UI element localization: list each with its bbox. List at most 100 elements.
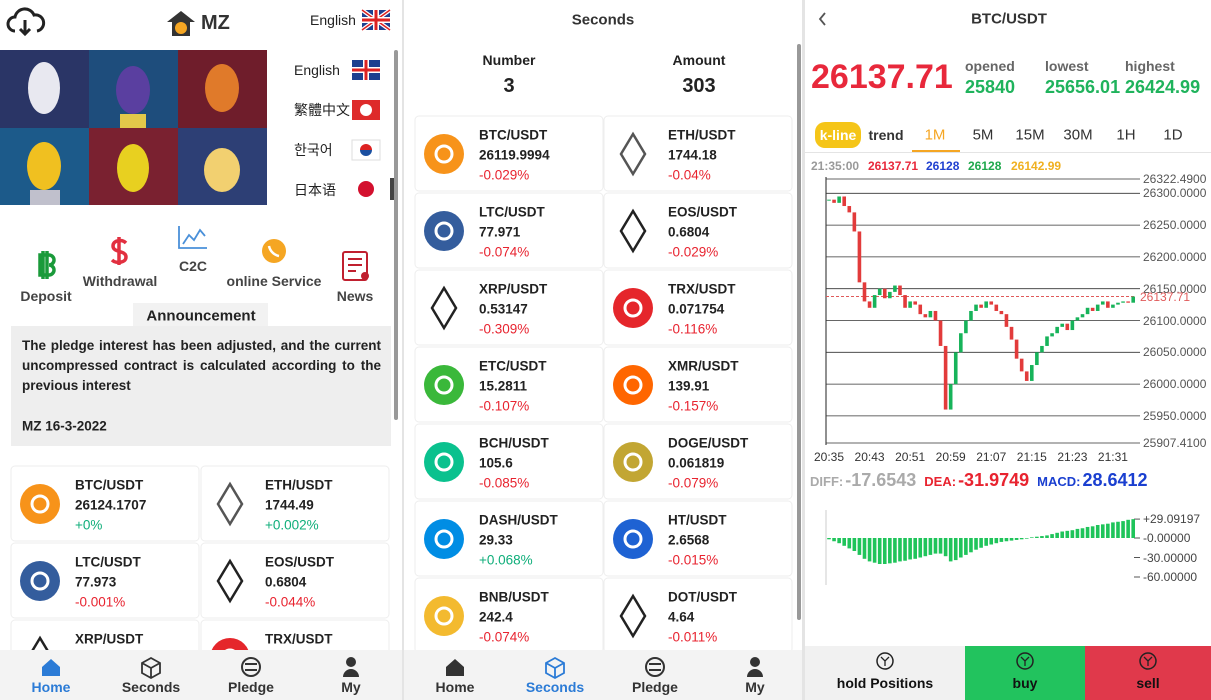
macd-bar (943, 538, 948, 557)
candle (994, 304, 999, 311)
tab-underline (912, 150, 960, 152)
pair-name: ETC/USDT (479, 358, 547, 374)
market-card (414, 500, 604, 577)
pair-name: TRX/USDT (668, 281, 736, 297)
action-button[interactable]: News (336, 288, 374, 304)
candle (1009, 326, 1014, 340)
macd-bar (999, 538, 1004, 542)
banner (0, 50, 267, 205)
candle (1126, 301, 1130, 303)
coin-icon-inner (30, 571, 50, 591)
ohlc-info: 26142.99 (1011, 159, 1062, 173)
trade-button[interactable]: sell (1136, 675, 1160, 691)
candle (827, 199, 831, 201)
y-tick-label: 26050.0000 (1143, 345, 1207, 360)
period-tab[interactable]: trend (868, 127, 904, 143)
pair-price: 0.071754 (668, 301, 725, 317)
x-tick-label: 21:15 (1016, 450, 1047, 464)
language-option[interactable]: 繁體中文 (294, 102, 350, 118)
x-tick-label: 21:31 (1097, 450, 1128, 464)
x-tick-label: 20:59 (935, 450, 966, 464)
action-button[interactable]: Withdrawal (82, 273, 158, 289)
macd-bar (837, 538, 841, 544)
macd-bar (933, 538, 938, 554)
tab-item[interactable]: Seconds (121, 679, 181, 695)
pair-change: -0.074% (479, 244, 530, 260)
macd-bar (1004, 538, 1009, 542)
language-option[interactable]: 日本语 (294, 182, 336, 198)
pair-change: -0.085% (479, 475, 530, 491)
pair-price: 0.6804 (265, 574, 307, 590)
y-tick-label: 26322.4900 (1143, 172, 1207, 186)
trade-button[interactable]: hold Positions (836, 675, 934, 691)
x-tick-label: 20:35 (813, 450, 845, 464)
pair-change: -0.074% (479, 629, 530, 645)
x-tick-label: 20:51 (895, 450, 926, 464)
period-tab[interactable]: 30M (1063, 126, 1093, 144)
market-card (603, 192, 793, 269)
action-button[interactable]: online Service (226, 273, 322, 289)
pair-name: BTC/USDT (75, 477, 144, 493)
candle (1019, 358, 1024, 372)
candle (1004, 314, 1009, 327)
tab-item[interactable]: My (341, 679, 361, 695)
market-card (414, 423, 604, 500)
candle (933, 310, 938, 321)
candle (1085, 307, 1090, 315)
ohlc-info: 26137.71 (868, 159, 919, 173)
period-tab[interactable]: 1M (924, 126, 946, 144)
language-option[interactable]: 한국어 (294, 142, 333, 158)
macd-bar (1050, 534, 1054, 538)
upload-icon (6, 7, 46, 37)
stat-label: highest (1125, 58, 1175, 74)
macd-bar (1055, 532, 1059, 538)
pair-change: -0.044% (265, 594, 316, 610)
language-selector[interactable]: English (310, 12, 356, 28)
candle (1035, 352, 1039, 366)
candle (1045, 336, 1049, 346)
announcement-box (11, 326, 391, 446)
action-button[interactable]: Deposit (20, 288, 72, 304)
tab-item[interactable]: My (745, 679, 765, 695)
action-button[interactable]: C2C (178, 258, 208, 274)
macd-bar (872, 538, 877, 563)
candle (832, 199, 836, 203)
pair-title: BTC/USDT (971, 10, 1047, 28)
tab-item[interactable]: Home (31, 679, 71, 695)
y-tick-label: 25950.0000 (1143, 408, 1207, 423)
macd-summary: DIFF: -17.6543 DEA: -31.9749 MACD: 28.6412 (810, 471, 1154, 489)
trade-button[interactable]: buy (1012, 675, 1038, 691)
candle (1131, 296, 1135, 303)
tab-item[interactable]: Pledge (632, 679, 678, 695)
tab-item[interactable]: Seconds (525, 679, 585, 695)
coin-icon (613, 288, 653, 328)
candle (979, 304, 983, 308)
macd-bar (923, 538, 928, 557)
macd-bar (974, 538, 978, 550)
back-arrow[interactable] (818, 12, 826, 26)
market-card (603, 115, 793, 192)
macd-bar (1024, 538, 1029, 539)
tab-item[interactable]: Home (435, 679, 475, 695)
macd-bar (903, 538, 907, 561)
period-tab[interactable]: 5M (972, 126, 994, 144)
period-tab[interactable]: k-line (819, 127, 857, 143)
current-price: 26137.71 (811, 58, 953, 96)
stat-value: 25840 (965, 77, 1016, 97)
period-tab[interactable]: 1H (1116, 126, 1136, 144)
candle (877, 288, 882, 296)
period-tab[interactable]: 15M (1015, 126, 1045, 144)
period-tab[interactable]: 1D (1163, 126, 1183, 144)
candle (928, 310, 933, 318)
language-option[interactable]: English (294, 62, 340, 78)
macd-bar (832, 538, 836, 542)
pair-price: 242.4 (479, 609, 513, 625)
macd-bar (898, 538, 902, 562)
tab-item[interactable]: Pledge (228, 679, 274, 695)
market-card (10, 465, 200, 542)
candle (1060, 323, 1065, 327)
pair-change: -0.116% (668, 321, 718, 337)
candle (862, 282, 867, 302)
y-tick-label: +29.09197 (1143, 512, 1201, 527)
macd-bar (1106, 523, 1110, 538)
